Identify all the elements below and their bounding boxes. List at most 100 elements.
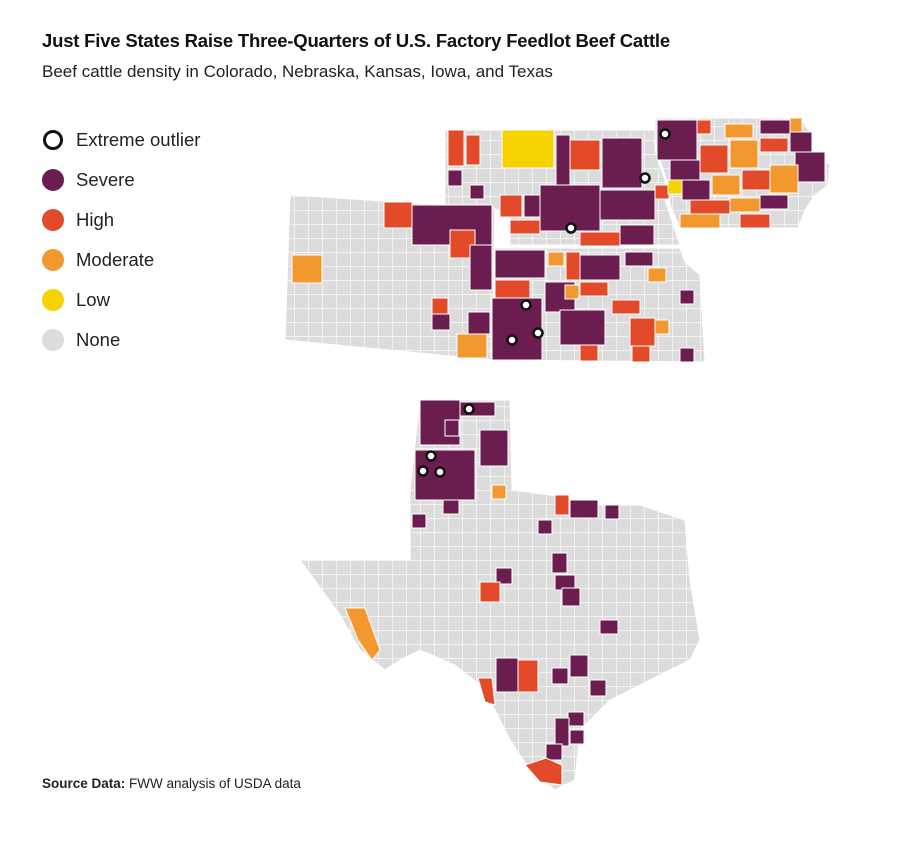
county-severe [545, 743, 563, 761]
county-severe [579, 254, 621, 281]
county-severe [447, 169, 463, 187]
county-severe [569, 729, 585, 745]
county-severe [555, 134, 571, 186]
legend-item-none: None [42, 320, 200, 360]
source-text: FWW analysis of USDA data [129, 776, 301, 791]
state-kansas [491, 247, 706, 363]
chart-title: Just Five States Raise Three-Quarters of… [42, 30, 670, 51]
county-severe [479, 429, 509, 467]
county-high [699, 144, 729, 174]
county-severe [523, 194, 541, 218]
legend: Extreme outlier Severe High Moderate Low… [42, 120, 200, 360]
county-moderate [564, 284, 580, 300]
county-severe [442, 499, 460, 515]
county-severe [679, 347, 695, 363]
county-severe [431, 313, 451, 331]
county-severe [551, 552, 568, 574]
county-moderate [769, 164, 799, 194]
county-severe [789, 131, 813, 153]
county-low [501, 129, 555, 169]
source-label: Source Data: [42, 776, 126, 791]
county-high [739, 213, 771, 229]
low-swatch-icon [42, 289, 64, 311]
county-severe [669, 159, 701, 181]
county-severe [604, 504, 620, 520]
county-severe [589, 679, 607, 697]
county-moderate [491, 484, 507, 500]
county-severe [494, 249, 546, 279]
none-swatch-icon [42, 329, 64, 351]
county-moderate [547, 251, 565, 267]
county-moderate [456, 333, 488, 359]
legend-item-extreme-outlier: Extreme outlier [42, 120, 200, 160]
county-severe [495, 657, 519, 693]
county-moderate [729, 197, 761, 213]
county-high [494, 279, 531, 299]
county-high [611, 299, 641, 315]
county-high [465, 134, 481, 166]
county-high [524, 757, 563, 786]
county-high [579, 344, 599, 362]
county-severe [681, 179, 711, 201]
legend-label: High [76, 209, 115, 230]
county-moderate [654, 319, 670, 335]
extreme-outlier-marker [532, 327, 544, 339]
county-high [517, 659, 539, 693]
extreme-outlier-marker [639, 172, 651, 184]
county-high [579, 281, 609, 297]
state-texas [299, 399, 701, 791]
county-severe [561, 587, 581, 607]
county-severe [467, 311, 491, 335]
county-severe [551, 667, 569, 685]
chart-subtitle: Beef cattle density in Colorado, Nebrask… [42, 62, 553, 81]
legend-label: Severe [76, 169, 135, 190]
county-low [667, 179, 683, 195]
county-high [565, 251, 581, 281]
county-severe [411, 513, 427, 529]
county-severe [469, 244, 493, 291]
county-severe [469, 184, 485, 200]
severe-swatch-icon [42, 169, 64, 191]
county-severe [491, 297, 543, 361]
county-severe [554, 717, 570, 747]
county-severe [599, 189, 656, 221]
high-swatch-icon [42, 209, 64, 231]
extreme-outlier-marker [425, 450, 437, 462]
county-high [499, 194, 523, 218]
county-high [509, 219, 541, 235]
county-moderate [729, 139, 759, 169]
extreme-outlier-marker [565, 222, 577, 234]
legend-item-low: Low [42, 280, 200, 320]
county-severe [444, 419, 460, 437]
county-moderate [679, 213, 721, 229]
legend-label: Moderate [76, 249, 155, 270]
county-high [741, 169, 771, 191]
legend-label: None [76, 329, 121, 350]
outlier-swatch-icon [43, 130, 63, 150]
county-high [631, 345, 651, 363]
county-severe [656, 119, 698, 161]
county-high [759, 137, 789, 153]
county-high [479, 581, 501, 603]
county-severe [599, 619, 619, 635]
state-colorado [284, 194, 496, 361]
extreme-outlier-marker [520, 299, 532, 311]
source-note: Source Data: FWW analysis of USDA data [42, 776, 301, 791]
extreme-outlier-marker [463, 403, 475, 415]
county-severe [559, 309, 606, 346]
county-moderate [291, 254, 323, 284]
county-high [689, 199, 731, 215]
state-iowa [654, 117, 831, 229]
county-severe [759, 194, 789, 210]
county-high [579, 231, 621, 247]
extreme-outlier-marker [434, 466, 446, 478]
county-moderate [647, 267, 667, 283]
extreme-outlier-marker [506, 334, 518, 346]
county-severe [794, 151, 826, 183]
state-nebraska [444, 129, 681, 247]
county-high [383, 201, 413, 229]
county-moderate [789, 117, 803, 133]
extreme-outlier-marker [417, 465, 429, 477]
legend-item-moderate: Moderate [42, 240, 200, 280]
